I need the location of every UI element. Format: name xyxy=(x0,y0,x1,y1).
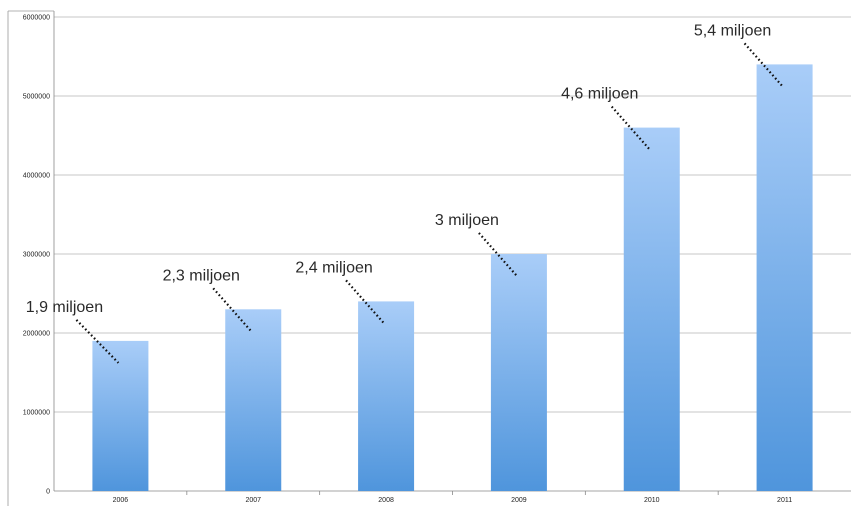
bar-2006 xyxy=(92,340,149,491)
y-tick-labels: 0 1000000 2000000 3000000 4000000 5000000 6000… xyxy=(23,15,50,496)
x-tick-label: 2008 xyxy=(378,497,394,504)
annotation-leader-line xyxy=(743,42,784,88)
annotations: 1,9 miljoen 2,3 miljoen 2,4 miljoen 3 miljo… xyxy=(26,22,784,364)
bar-2008 xyxy=(358,301,415,491)
value-annotation: 2,4 miljoen xyxy=(295,259,372,276)
annotation-leader-line xyxy=(75,319,120,364)
annotation-leader-line xyxy=(610,105,651,151)
value-annotation: 1,9 miljoen xyxy=(26,299,103,316)
value-annotation: 4,6 miljoen xyxy=(561,86,638,103)
bars xyxy=(92,64,813,492)
x-tick-label: 2010 xyxy=(644,497,660,504)
value-annotation: 3 miljoen xyxy=(435,212,499,229)
value-annotation: 2,3 miljoen xyxy=(163,267,240,284)
x-tick-labels: 2006 2007 2008 2009 2010 2011 xyxy=(113,497,793,504)
y-tick-label: 5000000 xyxy=(23,94,50,101)
y-tick-label: 4000000 xyxy=(23,173,50,180)
y-tick-label: 2000000 xyxy=(23,331,50,338)
annotation-leader-line xyxy=(478,232,518,277)
bar-2007 xyxy=(225,309,282,491)
y-tick-label: 1000000 xyxy=(23,410,50,417)
y-tick-label: 6000000 xyxy=(23,15,50,22)
gridlines xyxy=(54,16,851,413)
annotation-leader-line xyxy=(212,287,253,333)
bar-2011 xyxy=(756,64,813,492)
value-annotation: 5,4 miljoen xyxy=(694,22,771,39)
x-tick-label: 2011 xyxy=(777,497,792,504)
x-tick-label: 2006 xyxy=(113,497,129,504)
x-tick-label: 2007 xyxy=(245,497,261,504)
y-tick-label: 3000000 xyxy=(23,252,50,259)
bar-2010 xyxy=(623,127,680,491)
annotation-leader-line xyxy=(345,279,385,325)
bar-2009 xyxy=(490,254,547,491)
x-tick-label: 2009 xyxy=(511,497,527,504)
axes xyxy=(7,10,851,506)
y-tick-label: 0 xyxy=(46,489,50,496)
